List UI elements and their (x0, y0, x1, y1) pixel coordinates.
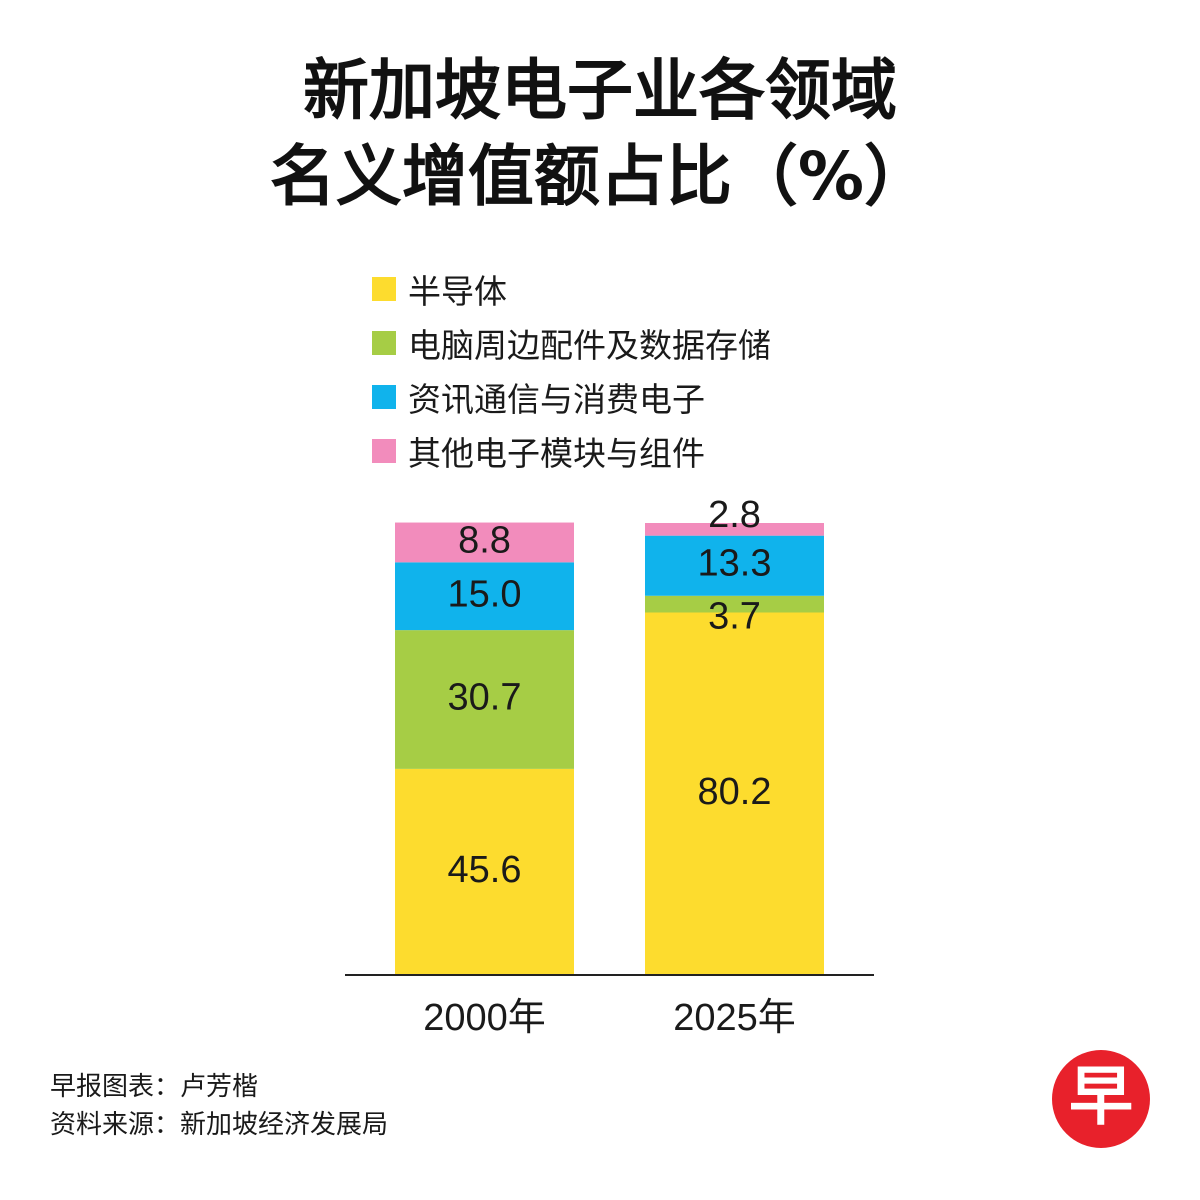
bar-segment (645, 535, 824, 596)
chart-credit: 早报图表：卢芳楷 (50, 1072, 259, 1102)
legend-label: 半导体 (408, 272, 507, 311)
legend-item-infocomms: 资讯通信与消费电子 (372, 370, 771, 424)
legend-item-semiconductor: 半导体 (372, 262, 771, 316)
data-label: 3.7 (708, 596, 761, 638)
data-label: 45.6 (448, 849, 522, 891)
data-source: 资料来源：新加坡经济发展局 (50, 1110, 389, 1140)
data-label: 30.7 (448, 677, 522, 719)
data-label: 13.3 (698, 543, 772, 585)
logo-text: 早 (1069, 1061, 1133, 1135)
bar-segment (395, 522, 574, 563)
legend-swatch (372, 439, 396, 463)
bar-segment (645, 523, 824, 536)
legend-label: 其他电子模块与组件 (408, 434, 705, 473)
logo-circle (1052, 1050, 1150, 1148)
data-label: 15.0 (448, 573, 522, 615)
legend-item-computer-peripherals: 电脑周边配件及数据存储 (372, 316, 771, 370)
legend-swatch (372, 277, 396, 301)
legend-label: 电脑周边配件及数据存储 (408, 326, 771, 365)
bar-segment (395, 562, 574, 631)
legend-label: 资讯通信与消费电子 (408, 380, 705, 419)
legend-swatch (372, 331, 396, 355)
legend-item-other-modules: 其他电子模块与组件 (372, 424, 771, 478)
bar-segment (645, 595, 824, 613)
bar-segment (395, 630, 574, 769)
bar-segment (645, 612, 824, 975)
title-line-2: 名义增值额占比（%） (269, 138, 931, 215)
data-label: 2.8 (708, 494, 761, 536)
zaobao-logo-icon: 早 (1052, 1050, 1150, 1148)
data-label: 8.8 (458, 519, 511, 561)
chart-title: 新加坡电子业各领域 名义增值额占比（%） (0, 48, 1200, 220)
bar-segment (395, 768, 574, 975)
x-tick-label: 2025年 (673, 997, 796, 1039)
title-line-1: 新加坡电子业各领域 (303, 52, 897, 129)
data-label: 80.2 (698, 771, 772, 813)
x-tick-label: 2000年 (423, 997, 546, 1039)
legend: 半导体 电脑周边配件及数据存储 资讯通信与消费电子 其他电子模块与组件 (372, 262, 771, 478)
legend-swatch (372, 385, 396, 409)
footer: 早报图表：卢芳楷 资料来源：新加坡经济发展局 (50, 1068, 388, 1144)
